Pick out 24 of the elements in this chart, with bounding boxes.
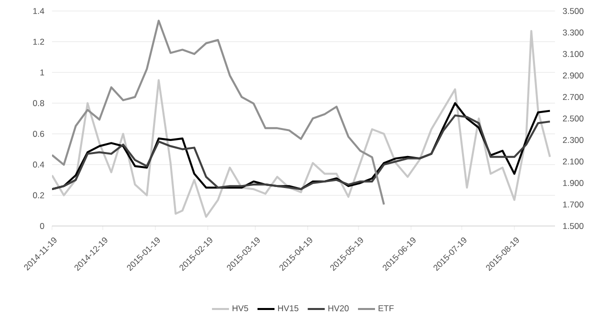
y-tick-label: 1 (40, 70, 44, 76)
y-tick-label: 1.2 (33, 38, 44, 45)
y2-tick-label: 3.300 (562, 29, 584, 36)
y-tick-label: 0.8 (32, 100, 44, 106)
y-tick-label: 0.6 (32, 130, 44, 137)
y2-tick-label: 3.500 (562, 8, 584, 14)
legend-label: ETF (378, 305, 394, 312)
y2-tick-label: 1.500 (563, 222, 584, 229)
legend-label: HV5 (232, 305, 248, 312)
legend-label: HV20 (328, 305, 349, 312)
y2-tick-label: 1.900 (563, 180, 584, 186)
legend-label: HV15 (278, 305, 298, 312)
y-tick-label: 0.4 (32, 162, 44, 168)
y-tick-label: 0 (40, 222, 44, 230)
y2-tick-label: 2.900 (562, 72, 584, 78)
y-tick-label: 1.4 (33, 8, 44, 14)
y-tick-label: 0.2 (32, 192, 44, 198)
y2-tick-label: 2.500 (562, 115, 584, 122)
y2-tick-label: 2.300 (562, 136, 584, 143)
y2-tick-label: 2.700 (562, 94, 584, 100)
y2-tick-label: 3.100 (562, 50, 584, 57)
y2-tick-label: 2.100 (562, 158, 584, 164)
y2-tick-label: 1.700 (563, 201, 584, 208)
line-series (52, 20, 385, 206)
